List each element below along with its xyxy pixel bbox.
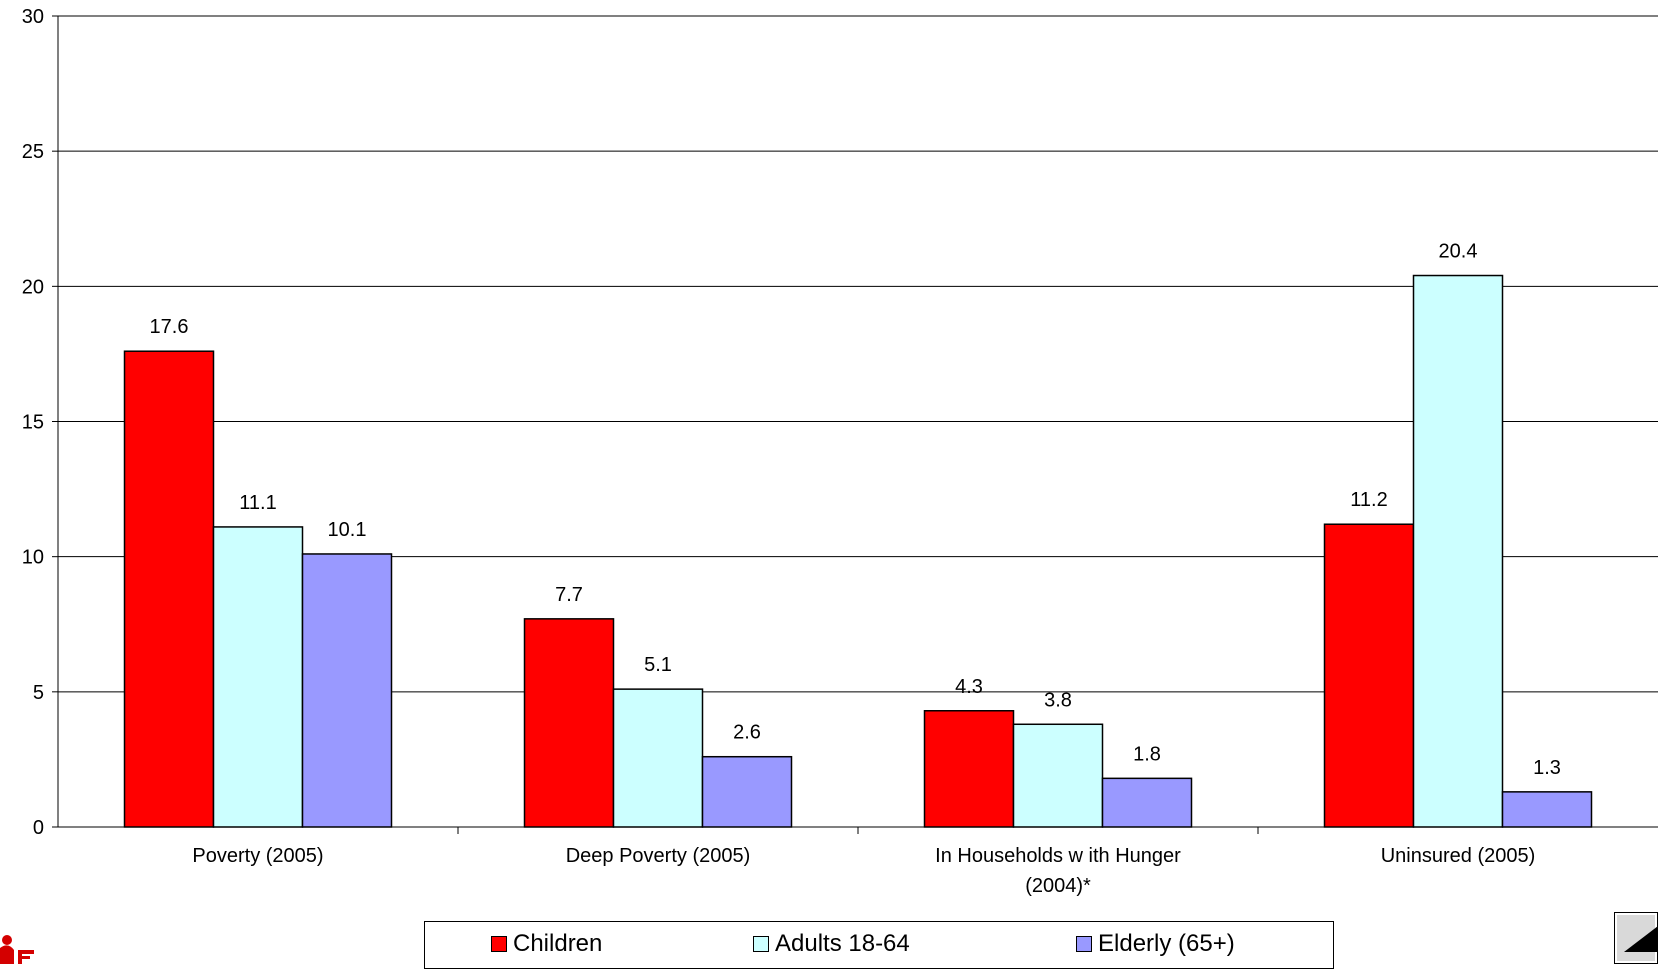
legend-swatch-children: [491, 936, 507, 952]
bar-series-1-cat-2: [1012, 723, 1104, 828]
y-tick-label: 20: [22, 276, 44, 298]
legend-label-elderly: Elderly (65+): [1098, 930, 1235, 957]
y-tick-label: 10: [22, 547, 44, 569]
bar-series-0-cat-1: [523, 618, 615, 828]
bar-series-2-cat-0: [301, 553, 393, 828]
y-tick-label: 15: [22, 412, 44, 434]
data-label: 1.3: [1533, 757, 1561, 779]
y-tick-label: 5: [33, 682, 44, 704]
bar-series-0-cat-3: [1323, 523, 1415, 828]
data-label: 2.6: [733, 722, 761, 744]
bars: [123, 274, 1593, 828]
bar-series-0-cat-0: [123, 350, 215, 828]
x-tick-label: Uninsured (2005): [1381, 845, 1536, 867]
bar-series-1-cat-3: [1412, 274, 1504, 828]
x-tick-label: Deep Poverty (2005): [566, 845, 751, 867]
y-tick-label: 30: [22, 6, 44, 28]
legend-item-elderly: Elderly (65+): [1076, 930, 1235, 958]
data-label: 4.3: [955, 676, 983, 698]
y-tick-label: 0: [33, 817, 44, 839]
x-tick-label: Poverty (2005): [192, 845, 323, 867]
data-label: 5.1: [644, 654, 672, 676]
bar-series-1-cat-1: [612, 688, 704, 828]
publisher-logo-icon: [1614, 912, 1658, 964]
x-tick-label: In Households w ith Hunger: [935, 845, 1181, 867]
organization-logo-icon: [0, 935, 34, 964]
x-tick-label: (2004)*: [1025, 875, 1091, 897]
data-label: 11.1: [239, 492, 276, 514]
data-label: 17.6: [150, 316, 189, 338]
axes: 0 5 10 15 20 25 30 Poverty (2005) Deep Poverty (…: [22, 6, 1658, 897]
legend-item-children: Children: [491, 930, 602, 958]
legend-label-adults: Adults 18-64: [775, 930, 910, 957]
legend: Children Adults 18-64 Elderly (65+): [424, 921, 1334, 969]
bar-series-2-cat-3: [1501, 791, 1593, 828]
data-labels: 17.6 11.1 10.1 7.7 5.1 2.6 4.3 3.8 1.8 11.2 20.4 1.…: [150, 241, 1561, 779]
legend-item-adults: Adults 18-64: [753, 930, 910, 958]
data-label: 11.2: [1350, 489, 1387, 511]
legend-label-children: Children: [513, 930, 603, 957]
bar-series-2-cat-1: [701, 755, 793, 828]
legend-swatch-adults: [753, 936, 769, 952]
legend-swatch-elderly: [1076, 936, 1092, 952]
bar-series-2-cat-2: [1101, 777, 1193, 828]
bar-series-1-cat-0: [212, 526, 304, 828]
data-label: 20.4: [1439, 241, 1478, 263]
bar-series-0-cat-2: [923, 710, 1015, 828]
data-label: 7.7: [555, 584, 583, 606]
data-label: 3.8: [1044, 689, 1072, 711]
data-label: 1.8: [1133, 743, 1161, 765]
data-label: 10.1: [328, 519, 367, 541]
y-tick-label: 25: [22, 141, 44, 163]
